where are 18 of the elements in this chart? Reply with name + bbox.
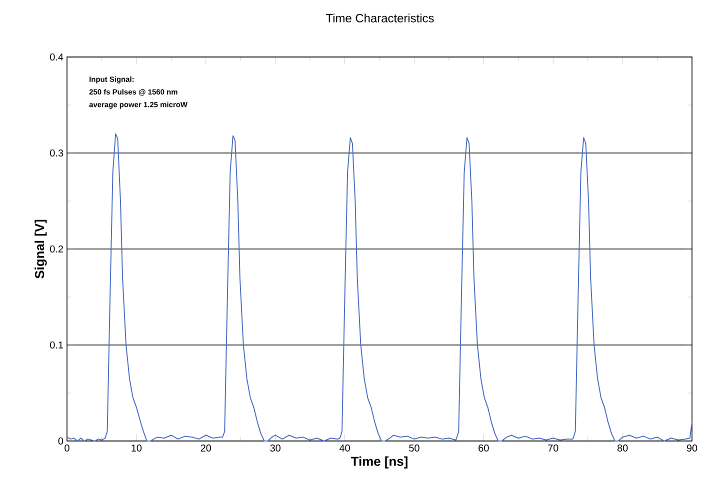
x-tick-label: 30	[270, 444, 280, 452]
x-tick-label: 70	[548, 444, 558, 452]
y-tick-label: 0.2	[50, 245, 63, 253]
y-tick-label: 0.4	[50, 53, 64, 61]
x-tick-label: 20	[200, 444, 212, 452]
y-tick-label: 0.1	[50, 341, 63, 349]
x-tick-label: 10	[132, 444, 142, 452]
y-tick-label: 0.3	[50, 149, 64, 157]
x-tick-label: 0	[64, 444, 70, 452]
x-axis-title: Time [ns]	[350, 456, 408, 468]
y-tick-label: 0	[58, 437, 64, 445]
chart-title: Time Characteristics	[326, 14, 434, 22]
x-tick-label: 80	[617, 444, 628, 452]
x-tick-label: 90	[686, 444, 698, 452]
x-tick-label: 60	[478, 444, 489, 452]
y-axis-title: Signal [V]	[34, 220, 47, 278]
x-tick-label: 40	[339, 444, 350, 452]
x-tick-label: 50	[409, 444, 420, 452]
